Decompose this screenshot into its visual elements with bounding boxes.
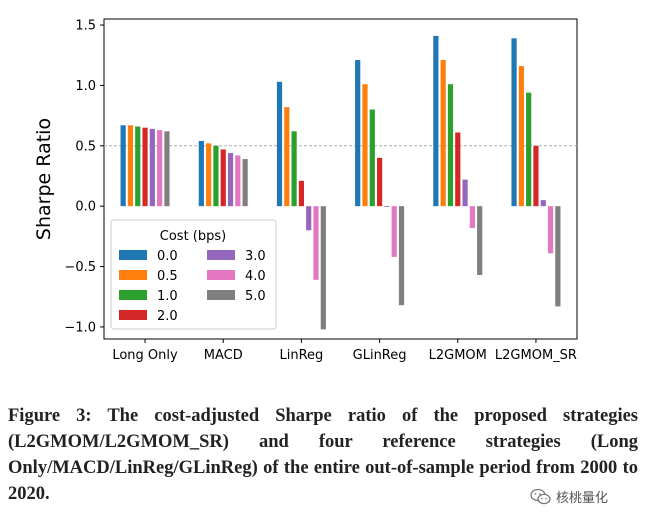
x-tick-label: LinReg	[280, 348, 324, 363]
bars	[120, 35, 561, 330]
y-tick-label: 0.5	[75, 139, 96, 154]
bar-l2gmom-cost-3-0	[462, 179, 468, 207]
bar-linreg-cost-5-0	[320, 206, 326, 330]
bar-long-only-cost-4-0	[157, 130, 163, 207]
bar-glinreg-cost-2-0	[376, 157, 383, 207]
bar-l2gmom-cost-1-0	[447, 84, 454, 207]
bar-l2gmom-sr-cost-4-0	[547, 206, 554, 254]
bar-macd-cost-0-5	[206, 143, 212, 207]
bar-glinreg-cost-4-0	[391, 206, 397, 257]
legend-swatch	[119, 290, 147, 300]
bar-macd-cost-1-0	[213, 145, 219, 207]
bar-l2gmom-cost-4-0	[469, 206, 475, 228]
x-tick-label: L2GMOM_SR	[495, 348, 577, 363]
x-tick-label: Long Only	[112, 348, 178, 363]
bar-glinreg-cost-0-0	[355, 60, 361, 207]
bar-linreg-cost-2-0	[298, 180, 305, 207]
legend-swatch	[119, 270, 147, 280]
y-axis: 1.5 1.0 0.5 0.0 −0.5 −1.0	[64, 19, 104, 335]
legend: Cost (bps) 0.0 0.5 1.0 2.0 3.0 4.0 5.0	[110, 219, 277, 330]
legend-swatch	[207, 270, 235, 280]
bar-long-only-cost-5-0	[164, 131, 170, 207]
figure-caption: Figure 3: The cost-adjusted Sharpe ratio…	[8, 406, 638, 504]
bar-linreg-cost-0-0	[276, 81, 283, 207]
x-tick-label: L2GMOM	[429, 348, 487, 363]
bar-l2gmom-sr-cost-3-0	[540, 200, 546, 207]
legend-label: 3.0	[245, 249, 266, 264]
legend-swatch	[119, 310, 147, 320]
watermark: 核桃量化	[530, 487, 608, 506]
legend-swatch	[207, 290, 235, 300]
legend-label: 0.0	[157, 249, 178, 264]
bar-l2gmom-sr-cost-5-0	[555, 206, 561, 307]
legend-swatch	[119, 250, 147, 260]
bar-l2gmom-sr-cost-0-0	[511, 38, 517, 207]
bar-linreg-cost-4-0	[313, 206, 319, 280]
bar-l2gmom-cost-0-5	[440, 60, 446, 207]
y-axis-label: Sharpe Ratio	[33, 118, 55, 240]
bar-l2gmom-cost-2-0	[455, 132, 461, 207]
bar-long-only-cost-0-0	[120, 125, 126, 207]
watermark-text: 核桃量化	[556, 491, 609, 506]
bar-macd-cost-0-0	[198, 140, 204, 207]
y-tick-label: 1.0	[75, 79, 96, 94]
bar-glinreg-cost-3-0	[384, 206, 390, 207]
bar-l2gmom-sr-cost-0-5	[518, 66, 524, 207]
bar-long-only-cost-3-0	[149, 128, 155, 207]
legend-box	[110, 219, 277, 330]
legend-title: Cost (bps)	[160, 229, 226, 244]
bar-long-only-cost-1-0	[135, 126, 141, 207]
bar-linreg-cost-1-0	[291, 131, 297, 207]
bar-linreg-cost-3-0	[306, 206, 312, 231]
bar-macd-cost-5-0	[242, 159, 248, 207]
y-tick-label: 1.5	[75, 19, 96, 34]
legend-swatch	[207, 250, 235, 260]
x-tick-label: MACD	[204, 348, 243, 363]
legend-label: 5.0	[245, 289, 266, 304]
bar-macd-cost-2-0	[220, 149, 226, 207]
bar-macd-cost-4-0	[235, 155, 241, 207]
chart: 1.5 1.0 0.5 0.0 −0.5 −1.0 Long Only MACD LinReg…	[33, 18, 578, 363]
bar-glinreg-cost-1-0	[369, 109, 375, 207]
legend-label: 4.0	[245, 269, 266, 284]
bar-linreg-cost-0-5	[284, 107, 290, 207]
legend-label: 1.0	[157, 289, 178, 304]
bar-long-only-cost-0-5	[127, 125, 134, 207]
bar-macd-cost-3-0	[227, 153, 234, 207]
x-axis: Long Only MACD LinReg GLinReg L2GMOM L2GMOM_S…	[112, 339, 577, 363]
y-tick-label: −0.5	[64, 260, 96, 275]
bar-glinreg-cost-0-5	[362, 84, 368, 207]
bar-l2gmom-sr-cost-1-0	[526, 92, 532, 207]
wechat-icon	[530, 488, 551, 504]
x-tick-label: GLinReg	[353, 348, 407, 363]
legend-label: 0.5	[157, 269, 178, 284]
y-tick-label: −1.0	[64, 320, 96, 335]
legend-label: 2.0	[157, 309, 178, 324]
bar-long-only-cost-2-0	[142, 127, 148, 207]
bar-l2gmom-sr-cost-2-0	[533, 145, 539, 207]
y-tick-label: 0.0	[75, 200, 96, 215]
bar-l2gmom-cost-5-0	[477, 206, 483, 275]
bar-l2gmom-cost-0-0	[433, 35, 439, 207]
bar-glinreg-cost-5-0	[398, 206, 405, 306]
